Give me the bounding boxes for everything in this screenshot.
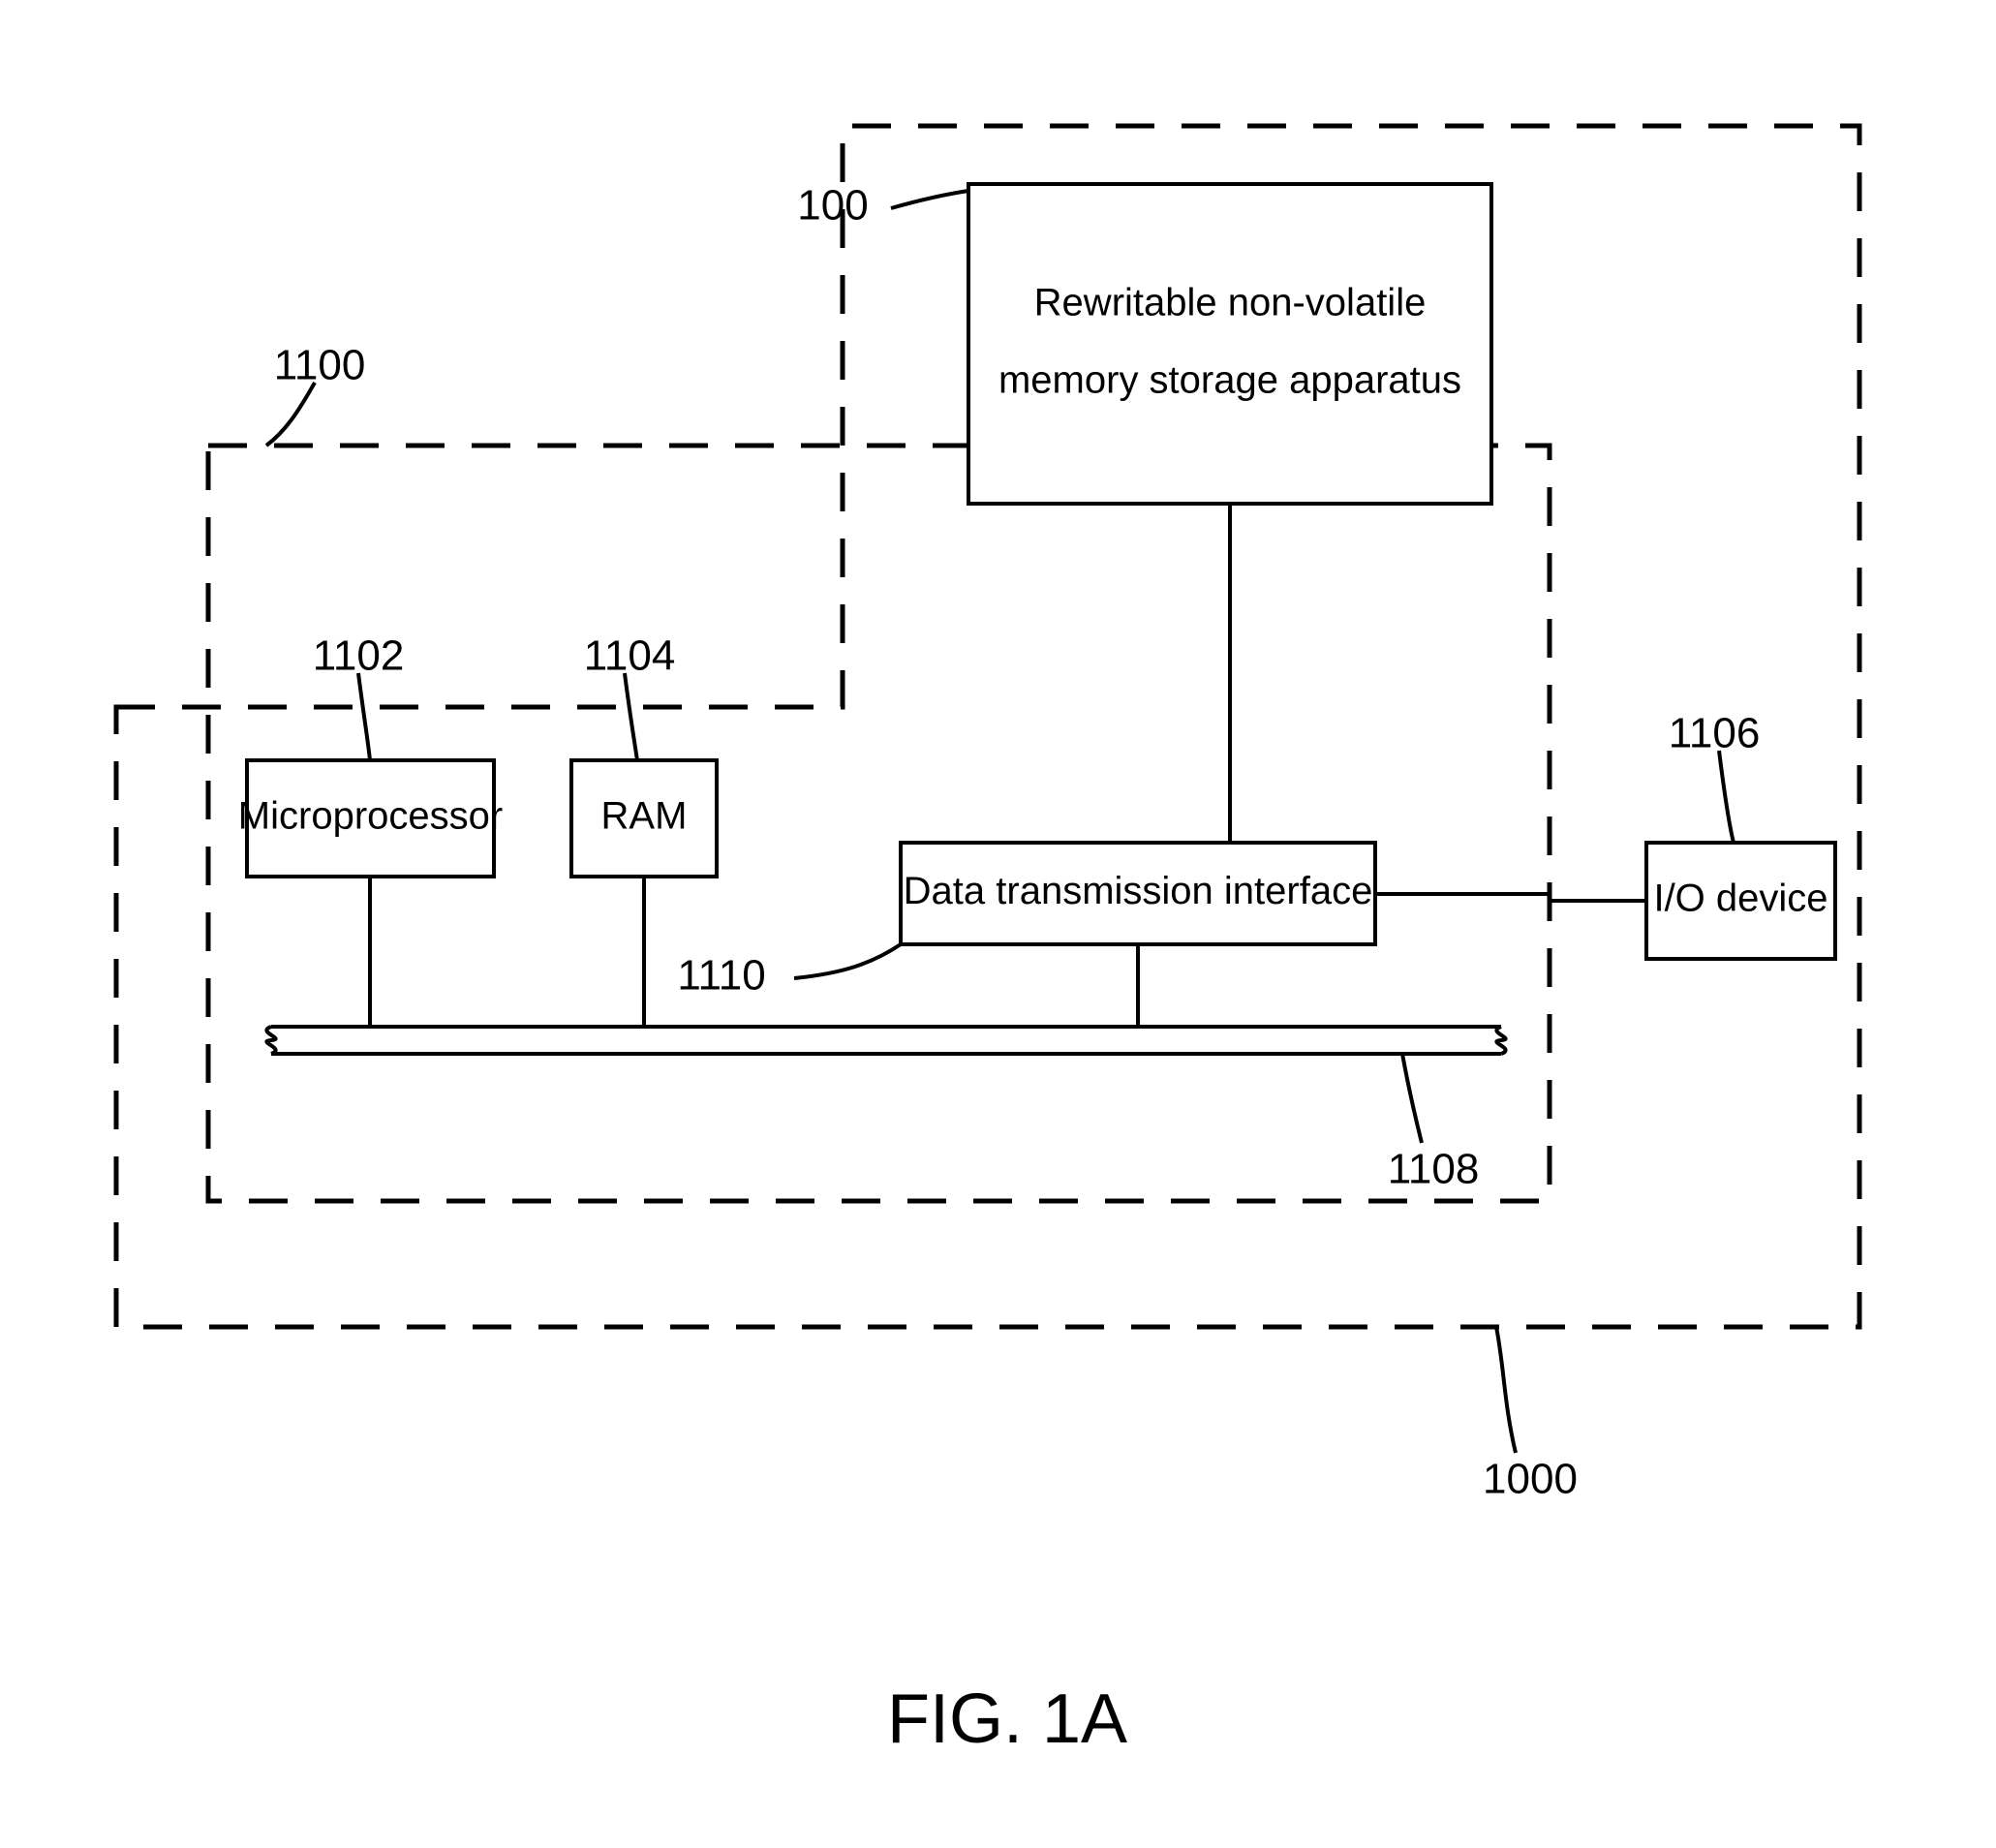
leader-1110 — [794, 944, 901, 978]
leader-100 — [891, 191, 968, 208]
memory-apparatus-box — [968, 184, 1491, 504]
ram-label: RAM — [601, 795, 688, 838]
leader-1000 — [1496, 1327, 1516, 1453]
leader-1102 — [358, 673, 370, 760]
ref-1000: 1000 — [1483, 1456, 1578, 1503]
ref-1106: 1106 — [1669, 710, 1761, 757]
memory-apparatus-label: memory storage apparatus — [998, 359, 1461, 402]
leader-1104 — [625, 673, 637, 760]
io-device-label: I/O device — [1653, 878, 1827, 920]
figure-caption: FIG. 1A — [887, 1680, 1127, 1758]
leader-1106 — [1719, 751, 1734, 843]
memory-apparatus-label: Rewritable non-volatile — [1034, 282, 1427, 324]
microprocessor-label: Microprocessor — [238, 795, 503, 838]
ref-1108: 1108 — [1388, 1146, 1480, 1193]
bus-break-right — [1496, 1027, 1505, 1054]
bus-break-left — [266, 1027, 275, 1054]
leader-1100 — [266, 383, 315, 446]
ref-1100: 1100 — [274, 342, 366, 389]
ref-1110: 1110 — [677, 952, 765, 1000]
ref-1104: 1104 — [584, 632, 676, 680]
leader-1108 — [1402, 1054, 1422, 1143]
ref-1102: 1102 — [313, 632, 405, 680]
data-transmission-interface-label: Data transmission interface — [904, 870, 1373, 912]
ref-100: 100 — [797, 182, 868, 230]
